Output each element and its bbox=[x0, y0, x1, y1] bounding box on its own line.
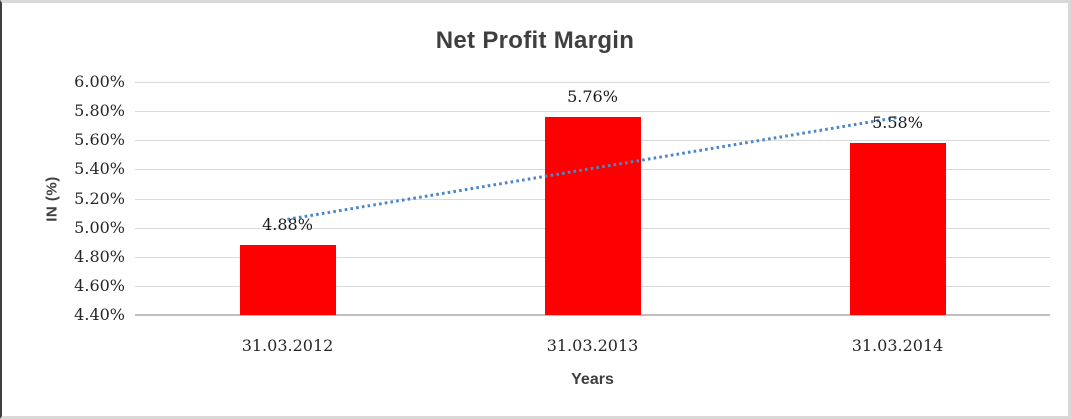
y-tick-label: 4.60% bbox=[74, 275, 125, 295]
data-label: 5.76% bbox=[567, 86, 618, 106]
data-label: 5.58% bbox=[872, 113, 923, 133]
data-label: 4.88% bbox=[262, 215, 313, 235]
y-tick-label: 5.20% bbox=[74, 188, 125, 208]
bar-31.03.2012 bbox=[239, 245, 336, 315]
x-tick-label: 31.03.2012 bbox=[241, 336, 334, 355]
chart-title: Net Profit Margin bbox=[435, 27, 635, 54]
x-tick-label: 31.03.2014 bbox=[851, 336, 944, 355]
gridline bbox=[135, 82, 1050, 83]
y-tick-label: 4.40% bbox=[74, 305, 125, 324]
y-tick-label: 5.80% bbox=[74, 101, 125, 121]
y-tick-label: 5.00% bbox=[74, 217, 125, 237]
x-axis-line bbox=[135, 314, 1050, 316]
y-tick-label: 6.00% bbox=[74, 72, 125, 91]
y-tick-label: 5.40% bbox=[74, 159, 125, 179]
y-tick-label: 4.80% bbox=[74, 246, 125, 266]
gridline bbox=[135, 111, 1050, 113]
bar-31.03.2013 bbox=[544, 116, 641, 315]
x-axis-title: Years bbox=[571, 371, 614, 388]
y-tick-label: 5.60% bbox=[74, 130, 125, 150]
bar-31.03.2014 bbox=[849, 143, 946, 315]
x-tick-label: 31.03.2013 bbox=[546, 336, 639, 355]
